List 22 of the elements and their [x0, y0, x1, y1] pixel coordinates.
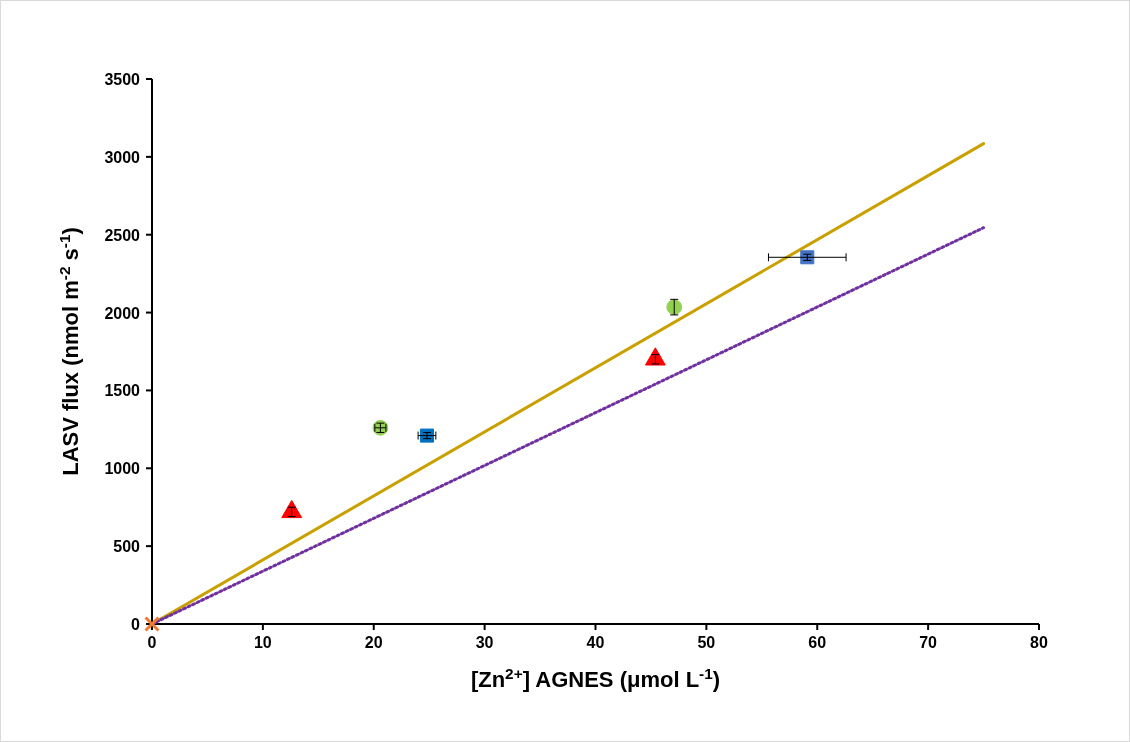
x-tick-label: 30 [475, 634, 494, 651]
x-tick-label: 10 [253, 634, 272, 651]
point [800, 250, 815, 265]
x-tick-label: 40 [586, 634, 605, 651]
point [666, 299, 683, 315]
y-tick-label: 500 [113, 538, 141, 556]
y-tick-label: 3500 [104, 71, 141, 88]
y-tick-label: 3000 [104, 148, 141, 166]
x-tick-label: 0 [147, 634, 157, 651]
x-tick-label: 20 [364, 634, 383, 651]
y-tick-label: 1000 [104, 460, 141, 478]
y-tick-label: 2500 [104, 226, 141, 244]
x-tick-label: 80 [1030, 634, 1048, 651]
y-tick-label: 2000 [104, 304, 141, 322]
y-tick-label: 1500 [104, 382, 141, 400]
x-axis-title: [Zn$^{2+}$] AGNES (μmol L$^{-1}$) [470, 664, 721, 692]
x-tick-label: 50 [697, 634, 716, 651]
x-tick-label: 60 [808, 634, 827, 651]
x-tick-label: 70 [919, 634, 938, 651]
point [144, 616, 160, 632]
point [372, 419, 389, 436]
y-tick-label: 0 [131, 616, 141, 633]
